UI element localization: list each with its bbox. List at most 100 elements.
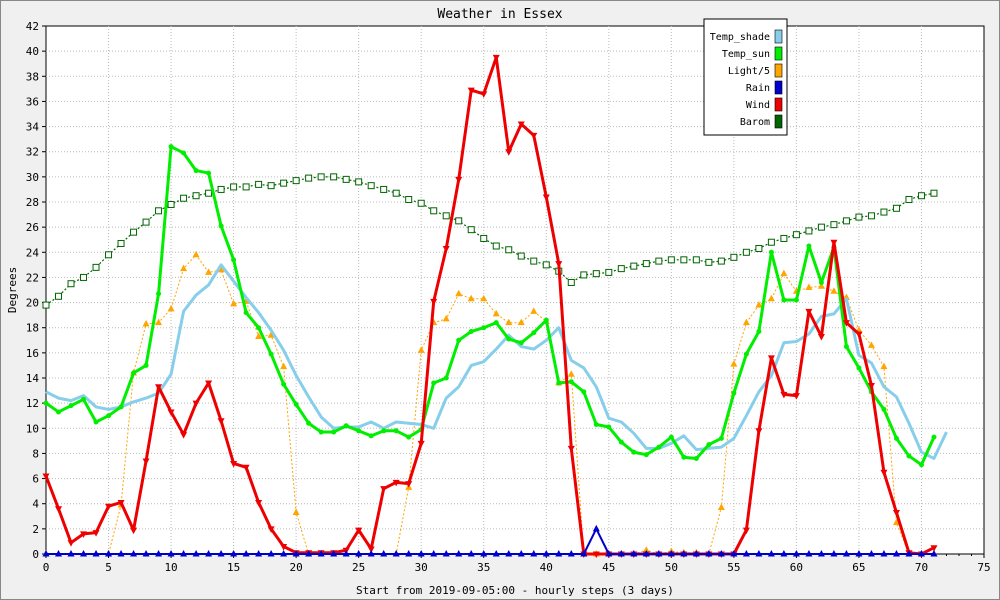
data-point-wind: [42, 473, 50, 481]
data-point-temp-shade: [70, 400, 72, 402]
data-point-temp-sun: [593, 422, 599, 428]
data-point-light-5: [530, 307, 538, 314]
data-point-temp-shade: [533, 348, 535, 350]
data-point-barom: [92, 263, 100, 271]
data-point-barom: [605, 268, 613, 276]
data-point-rain: [592, 524, 600, 532]
data-point-temp-shade: [58, 397, 60, 399]
data-point-barom: [355, 178, 363, 186]
data-point-temp-sun: [368, 433, 374, 439]
data-point-wind: [205, 380, 213, 388]
data-point-barom: [655, 257, 663, 265]
data-point-temp-shade: [445, 397, 447, 399]
data-point-light-5: [267, 331, 275, 338]
data-point-rain: [55, 550, 63, 557]
legend-label-wind: Wind: [746, 100, 770, 111]
data-point-temp-shade: [108, 408, 110, 410]
y-tick-label: 6: [32, 473, 39, 486]
data-point-temp-sun: [506, 336, 512, 342]
data-point-temp-sun: [918, 462, 924, 468]
data-point-rain: [630, 550, 638, 557]
data-point-temp-shade: [633, 432, 635, 434]
data-point-barom: [855, 213, 863, 221]
y-tick-label: 2: [32, 523, 39, 536]
data-point-barom: [380, 185, 388, 193]
data-point-temp-sun: [193, 168, 199, 174]
data-point-light-5: [205, 268, 213, 275]
y-tick-label: 16: [26, 347, 39, 360]
data-point-barom: [717, 257, 725, 265]
data-point-wind: [505, 149, 513, 156]
data-point-light-5: [180, 264, 188, 272]
x-tick-label: 35: [477, 561, 490, 574]
data-point-light-5: [642, 546, 650, 553]
data-point-wind: [817, 334, 825, 341]
data-point-rain: [317, 550, 325, 557]
data-point-barom: [242, 183, 250, 191]
data-point-wind: [755, 428, 763, 435]
y-tick-label: 10: [26, 422, 39, 435]
data-point-temp-sun: [68, 403, 74, 409]
y-tick-label: 24: [26, 246, 40, 259]
data-point-temp-sun: [468, 328, 474, 334]
data-point-wind: [767, 355, 775, 362]
data-point-temp-shade: [895, 396, 897, 398]
data-point-temp-shade: [408, 422, 410, 424]
y-tick-label: 14: [26, 372, 40, 385]
data-point-barom: [780, 234, 788, 242]
data-point-barom: [905, 195, 913, 203]
data-point-light-5: [880, 362, 888, 370]
data-point-rain: [105, 550, 113, 557]
data-point-temp-shade: [458, 386, 460, 388]
data-point-wind: [417, 440, 425, 448]
data-point-temp-sun: [656, 444, 662, 450]
data-point-rain: [567, 550, 575, 557]
data-point-rain: [505, 550, 513, 557]
data-point-barom: [805, 227, 813, 235]
series-rain: [42, 524, 938, 557]
data-point-wind: [455, 176, 463, 184]
data-point-temp-shade: [620, 421, 622, 423]
x-tick-label: 45: [602, 561, 615, 574]
data-point-temp-sun: [706, 442, 712, 448]
data-point-wind: [117, 499, 125, 507]
data-point-rain: [267, 550, 275, 557]
data-point-temp-sun: [643, 452, 649, 458]
series-line-temp-shade: [45, 263, 948, 460]
legend-label-temp-sun: Temp_sun: [722, 49, 770, 60]
data-point-barom: [580, 271, 588, 279]
data-point-wind: [405, 481, 413, 488]
legend-swatch-temp-shade: [774, 29, 783, 44]
data-point-temp-shade: [770, 374, 772, 376]
data-point-temp-shade: [845, 298, 847, 300]
data-point-wind: [380, 486, 388, 493]
data-point-barom: [517, 252, 525, 260]
x-tick-label: 30: [415, 561, 428, 574]
data-point-temp-sun: [781, 297, 787, 303]
data-point-rain: [455, 550, 463, 557]
data-point-wind: [280, 543, 288, 551]
data-point-rain: [430, 550, 438, 557]
data-point-temp-shade: [908, 422, 910, 424]
data-point-temp-sun: [556, 380, 562, 386]
data-point-barom: [42, 301, 50, 309]
data-point-temp-shade: [670, 442, 672, 444]
data-point-wind: [80, 531, 88, 538]
legend-box: [703, 18, 788, 136]
data-point-barom: [205, 189, 213, 197]
data-point-light-5: [142, 319, 150, 327]
data-point-temp-sun: [881, 406, 887, 412]
series-temp-sun: [43, 144, 937, 468]
data-point-barom: [192, 192, 200, 200]
data-point-temp-shade: [320, 416, 322, 418]
data-point-wind: [192, 400, 200, 408]
data-point-barom: [892, 204, 900, 212]
data-point-barom: [480, 234, 488, 242]
data-point-rain: [67, 550, 75, 557]
data-point-temp-sun: [568, 379, 574, 385]
data-point-temp-shade: [145, 397, 147, 399]
data-point-barom: [130, 228, 138, 236]
data-point-barom: [592, 270, 600, 278]
data-point-temp-shade: [758, 391, 760, 393]
data-point-temp-sun: [681, 454, 687, 460]
